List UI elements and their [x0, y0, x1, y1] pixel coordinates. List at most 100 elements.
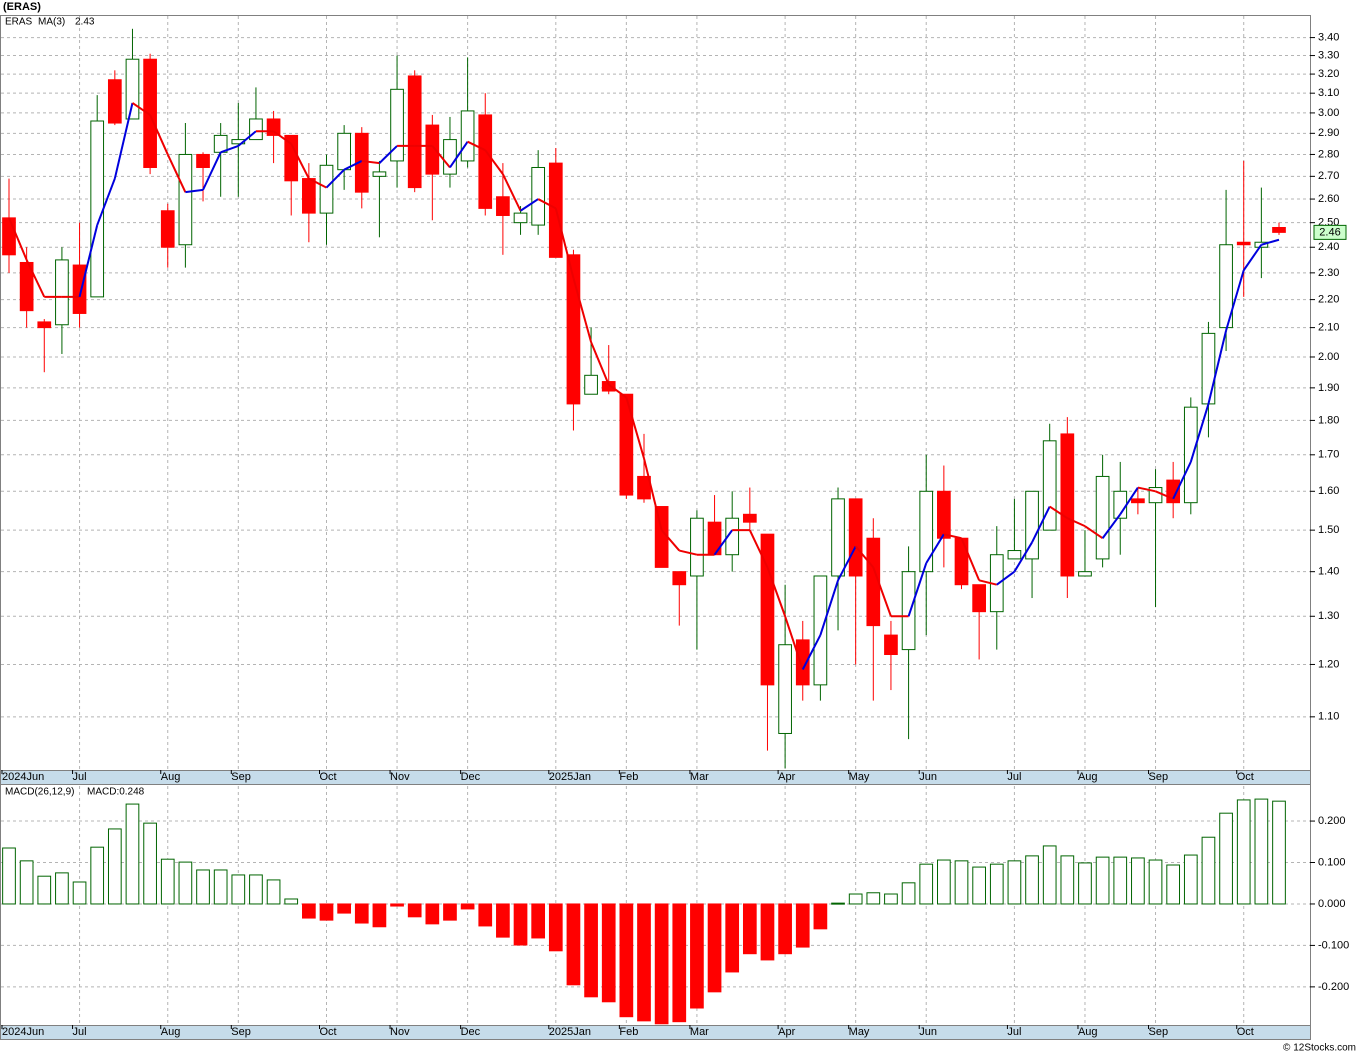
x-tick-label: Sep: [1149, 771, 1169, 783]
ma-segment: [1261, 238, 1280, 246]
candle-body: [1060, 433, 1075, 577]
candle-body: [619, 393, 634, 496]
ma-segment: [572, 277, 593, 343]
candle-body: [107, 79, 122, 124]
macd-bar: [601, 903, 616, 1003]
ma-segment: [872, 567, 892, 617]
candle-body: [919, 490, 934, 573]
ma-segment: [943, 533, 962, 540]
candle-body: [143, 58, 157, 168]
macd-bar: [19, 860, 34, 905]
macd-bar: [1166, 864, 1181, 905]
macd-bar: [1007, 860, 1022, 905]
macd-bar: [813, 903, 828, 930]
candle-body: [496, 196, 510, 216]
candle-body: [19, 261, 34, 312]
ma-segment: [501, 173, 522, 212]
candle-body: [478, 114, 493, 209]
x-tick-label: Sep: [1149, 1026, 1169, 1038]
chart-title: (ERAS): [3, 1, 41, 13]
macd-bar: [213, 869, 228, 905]
macd-bar: [1201, 836, 1216, 905]
ma-segment: [202, 151, 222, 191]
ma-segment: [713, 529, 734, 556]
date-bar: [0, 1025, 1311, 1040]
ma-segment: [608, 383, 627, 399]
y-tick-label: 3.40: [1318, 31, 1339, 43]
macd-bar: [319, 903, 334, 921]
macd-bar: [55, 872, 69, 905]
macd-bar: [160, 858, 175, 905]
candle-body: [778, 644, 792, 734]
ma-segment: [220, 144, 239, 154]
ma-segment: [325, 168, 345, 189]
x-tick-label: Jul: [1007, 771, 1021, 783]
ma-segment: [185, 188, 204, 194]
candle-body: [584, 374, 598, 395]
y-tick-label: 3.00: [1318, 107, 1339, 119]
ma-segment: [519, 198, 539, 212]
macd-bar: [548, 903, 563, 952]
ma-segment: [113, 102, 134, 179]
x-tick-label: Dec: [461, 771, 481, 783]
candle-body: [266, 118, 281, 136]
candle-body: [725, 517, 740, 556]
y-tick-label: 1.80: [1318, 414, 1339, 426]
legend-ma-value: 2.43: [75, 17, 95, 28]
candle-body: [443, 139, 457, 175]
x-tick-label: Oct: [320, 1026, 337, 1038]
legend-ma: MA(3): [38, 17, 65, 28]
macd-bar: [407, 903, 422, 918]
y-tick-label: -0.100: [1318, 939, 1349, 951]
x-tick-label: Dec: [461, 1026, 481, 1038]
candle-body: [460, 110, 475, 162]
ma-segment: [1084, 525, 1104, 540]
macd-bar: [2, 847, 16, 905]
macd-bar: [795, 903, 810, 948]
ma-segment: [590, 341, 610, 386]
macd-bar: [654, 903, 669, 1025]
candle-body: [160, 210, 175, 248]
ma-segment: [1013, 541, 1033, 573]
macd-bar: [125, 803, 140, 905]
candle-body: [848, 498, 863, 577]
x-tick-label: Aug: [161, 1026, 181, 1038]
macd-bar: [690, 903, 704, 1009]
y-tick-label: 3.30: [1318, 49, 1339, 61]
y-tick-label: 1.50: [1318, 524, 1339, 536]
macd-bar: [566, 903, 581, 986]
y-tick-label: 2.60: [1318, 193, 1339, 205]
candle-body: [531, 166, 546, 226]
x-tick-label: Oct: [1237, 771, 1254, 783]
y-tick-label: 0.200: [1318, 815, 1346, 827]
macd-bar: [231, 874, 246, 905]
macd-bar: [1219, 812, 1233, 905]
x-tick-label: Feb: [619, 771, 638, 783]
candle-body: [1201, 332, 1216, 405]
ma-segment: [537, 198, 557, 210]
macd-bar: [249, 874, 263, 905]
candle-body: [337, 132, 351, 171]
macd-bar: [1113, 856, 1128, 905]
macd-bar: [478, 903, 493, 927]
ma-segment: [1031, 506, 1051, 543]
ma-segment: [96, 178, 116, 226]
candle-body: [425, 124, 440, 175]
macd-bar: [90, 846, 105, 905]
candle-body: [1095, 475, 1110, 560]
x-tick-label: Sep: [231, 771, 251, 783]
ma-segment: [343, 160, 363, 171]
ma-segment: [1207, 330, 1228, 405]
x-tick-label: Apr: [778, 771, 795, 783]
indicator-title: MACD(26,12,9): [5, 787, 74, 798]
y-tick-label: 2.40: [1318, 241, 1339, 253]
y-tick-label: 1.10: [1318, 711, 1339, 723]
y-tick-label: 2.30: [1318, 267, 1339, 279]
macd-bar: [1183, 854, 1198, 905]
macd-bar: [1148, 859, 1163, 905]
x-tick-label: Jul: [73, 1026, 87, 1038]
macd-bar: [72, 881, 87, 905]
candle-body: [972, 584, 986, 613]
macd-bar: [443, 903, 457, 921]
candle-body: [1131, 498, 1145, 504]
